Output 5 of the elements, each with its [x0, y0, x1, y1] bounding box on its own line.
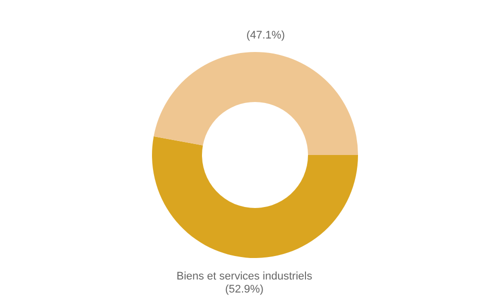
donut-slice [152, 136, 358, 258]
data-label: (47.1%) [246, 29, 285, 42]
donut-slice [154, 52, 358, 155]
data-label: (52.9%) [225, 284, 264, 296]
slice-label: Biens et services industriels [176, 270, 313, 283]
